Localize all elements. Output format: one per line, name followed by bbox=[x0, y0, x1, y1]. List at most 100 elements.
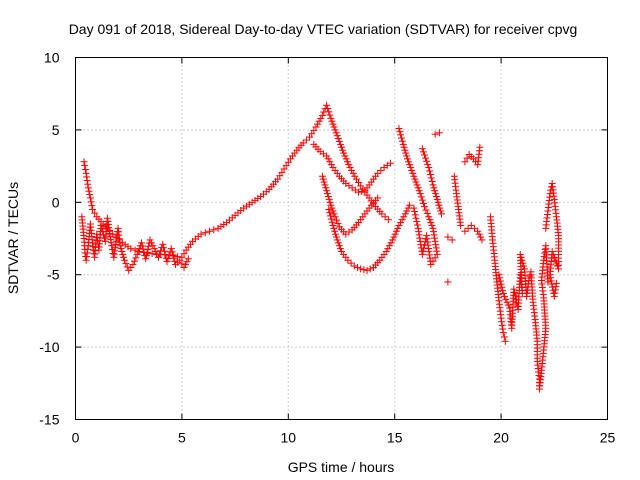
data-point-marker bbox=[343, 158, 351, 166]
data-point-marker bbox=[324, 105, 332, 113]
data-point-marker bbox=[499, 329, 507, 337]
data-point-marker bbox=[412, 178, 420, 186]
data-point-marker bbox=[328, 204, 336, 212]
data-point-marker bbox=[555, 265, 563, 273]
data-point-marker bbox=[430, 231, 438, 239]
x-tick-label: 5 bbox=[178, 430, 186, 446]
data-point-marker bbox=[495, 271, 503, 279]
data-point-marker bbox=[400, 143, 408, 151]
data-point-marker bbox=[159, 240, 167, 248]
y-tick-label: 5 bbox=[52, 122, 60, 138]
data-point-marker bbox=[425, 164, 433, 172]
data-point-marker bbox=[414, 224, 422, 232]
data-point-marker bbox=[409, 169, 417, 177]
data-point-marker bbox=[323, 190, 331, 198]
data-point-marker bbox=[334, 220, 342, 228]
data-point-marker bbox=[350, 262, 358, 270]
data-point-marker bbox=[390, 233, 398, 241]
data-point-marker bbox=[552, 283, 560, 291]
data-point-marker bbox=[444, 278, 452, 286]
data-point-marker bbox=[334, 239, 342, 247]
data-point-marker bbox=[320, 178, 328, 186]
data-point-marker bbox=[348, 166, 356, 174]
data-point-marker bbox=[321, 181, 329, 189]
data-point-marker bbox=[503, 298, 511, 306]
data-point-marker bbox=[332, 233, 340, 241]
data-point-marker bbox=[546, 271, 554, 279]
data-point-marker bbox=[417, 241, 425, 249]
data-point-marker bbox=[423, 157, 431, 165]
data-point-marker bbox=[547, 277, 555, 285]
grid-lines bbox=[75, 57, 608, 420]
data-point-marker bbox=[502, 295, 510, 303]
data-point-marker bbox=[120, 256, 128, 264]
data-point-marker bbox=[433, 195, 441, 203]
data-point-marker bbox=[511, 292, 519, 300]
data-point-marker bbox=[461, 158, 469, 166]
y-tick-label: -5 bbox=[47, 267, 60, 283]
data-point-marker bbox=[501, 337, 509, 345]
data-point-marker bbox=[499, 325, 507, 333]
data-point-marker bbox=[116, 242, 124, 250]
data-point-marker bbox=[89, 206, 97, 214]
data-point-marker bbox=[425, 213, 433, 221]
data-point-marker bbox=[327, 201, 335, 209]
data-point-marker bbox=[332, 230, 340, 238]
data-point-marker bbox=[504, 301, 512, 309]
data-point-marker bbox=[83, 249, 91, 257]
data-point-marker bbox=[335, 137, 343, 145]
data-point-marker bbox=[415, 231, 423, 239]
data-point-marker bbox=[176, 256, 184, 264]
data-point-marker bbox=[327, 215, 335, 223]
data-point-marker bbox=[197, 230, 205, 238]
data-point-marker bbox=[148, 250, 156, 258]
data-point-marker bbox=[329, 221, 337, 229]
data-point-marker bbox=[511, 289, 519, 297]
data-point-marker bbox=[152, 248, 160, 256]
data-point-marker bbox=[510, 285, 518, 293]
data-point-marker bbox=[398, 216, 406, 224]
data-point-marker bbox=[426, 170, 434, 178]
data-point-marker bbox=[317, 114, 325, 122]
data-point-marker bbox=[119, 250, 127, 258]
data-point-marker bbox=[471, 224, 478, 232]
data-point-marker bbox=[394, 224, 402, 232]
data-point-marker bbox=[552, 279, 560, 287]
data-point-marker bbox=[418, 250, 426, 258]
data-point-marker bbox=[401, 146, 409, 154]
data-point-marker bbox=[332, 129, 340, 137]
data-point-marker bbox=[84, 245, 92, 253]
data-point-marker bbox=[132, 254, 140, 262]
data-point-marker bbox=[419, 199, 427, 207]
data-point-marker bbox=[323, 187, 331, 195]
data-point-marker bbox=[420, 203, 428, 211]
data-point-marker bbox=[366, 265, 374, 273]
data-point-marker bbox=[322, 184, 330, 192]
data-point-marker bbox=[467, 221, 475, 229]
data-point-marker bbox=[326, 209, 334, 217]
x-tick-label: 10 bbox=[281, 430, 297, 446]
data-point-marker bbox=[416, 190, 424, 198]
data-point-marker bbox=[360, 266, 368, 274]
data-point-marker bbox=[325, 206, 333, 214]
data-point-marker bbox=[351, 172, 359, 180]
data-point-marker bbox=[550, 292, 558, 300]
data-point-marker bbox=[430, 184, 438, 192]
data-point-marker bbox=[315, 117, 323, 125]
data-point-marker bbox=[516, 250, 524, 258]
data-point-marker bbox=[551, 289, 559, 297]
data-point-marker bbox=[134, 248, 142, 256]
data-point-marker bbox=[398, 134, 406, 142]
y-tick-label: -15 bbox=[39, 412, 59, 428]
data-point-marker bbox=[149, 242, 157, 250]
y-tick-label: 0 bbox=[52, 194, 60, 210]
data-point-marker bbox=[171, 257, 179, 265]
data-point-marker bbox=[382, 248, 390, 256]
data-point-marker bbox=[130, 257, 138, 265]
data-point-marker bbox=[407, 164, 415, 172]
data-point-marker bbox=[420, 151, 428, 159]
data-point-marker bbox=[435, 129, 443, 137]
plot-frame bbox=[75, 57, 608, 420]
data-point-marker bbox=[389, 236, 397, 244]
